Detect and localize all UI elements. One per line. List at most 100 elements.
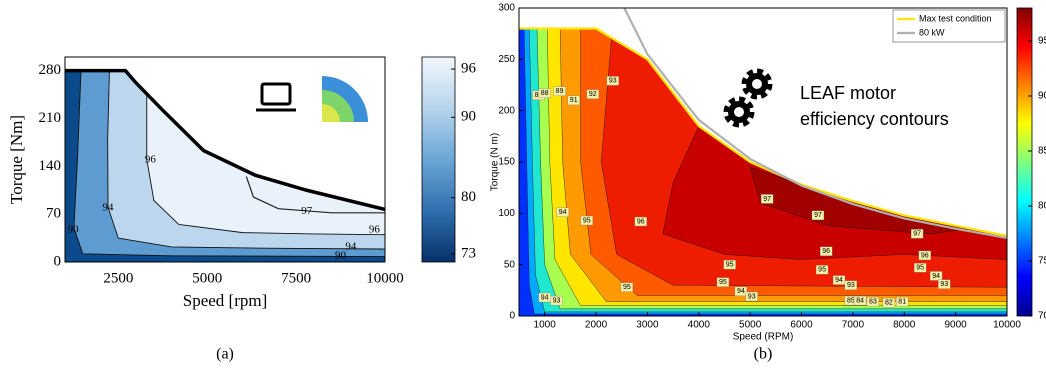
contour-label-box bbox=[918, 250, 931, 261]
contour-label: 94 bbox=[737, 288, 745, 295]
y-tick-label: 0 bbox=[509, 311, 515, 322]
contour-label-box bbox=[844, 280, 857, 290]
y-tick-label: 0 bbox=[54, 253, 62, 269]
contour-label: 95 bbox=[726, 262, 734, 269]
contour-label: 91 bbox=[570, 97, 578, 104]
colorbar-tick-label: 80 bbox=[1038, 201, 1046, 212]
colorbar bbox=[1016, 7, 1033, 317]
contour-label-box bbox=[723, 260, 736, 270]
y-tick-label: 250 bbox=[498, 54, 515, 65]
contour-band bbox=[65, 70, 385, 262]
panel-label: (a) bbox=[216, 346, 234, 363]
x-tick-label: 5000 bbox=[192, 270, 222, 286]
contour-label: 95 bbox=[916, 265, 924, 272]
motor-icon bbox=[322, 76, 368, 122]
colorbar bbox=[421, 56, 456, 263]
contour-label-box bbox=[586, 89, 599, 99]
x-tick-label: 10000 bbox=[993, 320, 1021, 331]
contour-label: 95 bbox=[818, 267, 826, 274]
contour-label-box bbox=[550, 295, 563, 306]
x-tick-label: 2500 bbox=[103, 270, 133, 286]
contour-label-box bbox=[567, 95, 580, 106]
contour-label: 93 bbox=[940, 281, 948, 288]
contour-label: 97 bbox=[814, 212, 822, 219]
gear-icon bbox=[723, 68, 773, 128]
contour-label: 93 bbox=[609, 78, 617, 85]
x-axis-label: Speed [rpm] bbox=[183, 291, 268, 310]
contour-label-box bbox=[914, 263, 927, 273]
contour-label-box bbox=[745, 291, 758, 302]
contour-label-box bbox=[910, 229, 924, 239]
contour-label: 94 bbox=[103, 202, 115, 214]
contour-label: 97 bbox=[913, 231, 921, 238]
contour-label: 96 bbox=[921, 252, 929, 259]
x-tick-label: 1000 bbox=[534, 320, 557, 331]
contour-label-box bbox=[760, 194, 774, 204]
contour-band bbox=[65, 70, 385, 262]
contour-label: 97 bbox=[763, 196, 771, 203]
y-axis-label: Torque (N m) bbox=[490, 133, 501, 191]
contour-label-box bbox=[606, 76, 619, 86]
y-tick-label: 280 bbox=[39, 62, 62, 78]
contour-label-box bbox=[634, 216, 647, 227]
contour-label: 82 bbox=[885, 299, 893, 306]
contour-label: 95 bbox=[719, 279, 727, 286]
colorbar-tick-label: 70 bbox=[1038, 311, 1046, 322]
y-tick-label: 200 bbox=[498, 105, 515, 116]
contour-label-box bbox=[815, 265, 829, 275]
legend-box bbox=[892, 9, 1006, 43]
y-tick-label: 50 bbox=[504, 259, 516, 270]
colorbar-tick-label: 73 bbox=[461, 245, 476, 261]
contour-label-box bbox=[556, 207, 569, 217]
contour-label: 94 bbox=[835, 277, 843, 284]
colorbar-tick-label: 95 bbox=[1038, 36, 1046, 47]
annotation: LEAF motor bbox=[800, 83, 896, 103]
contour-label: 81 bbox=[898, 298, 906, 305]
contour-line bbox=[245, 176, 385, 214]
y-tick-label: 300 bbox=[498, 3, 515, 14]
contour-label: 94 bbox=[559, 209, 567, 216]
colorbar-tick-label: 75 bbox=[1038, 256, 1046, 267]
y-tick-label: 70 bbox=[46, 206, 61, 222]
contour-label: 88 bbox=[541, 90, 549, 97]
contour-label-box bbox=[832, 275, 846, 285]
contour-label: 94 bbox=[345, 240, 357, 252]
contour-label: 90 bbox=[68, 223, 80, 235]
x-tick-label: 8000 bbox=[893, 320, 916, 331]
colorbar-tick-label: 96 bbox=[461, 60, 477, 76]
contour-label-box bbox=[866, 296, 880, 307]
axes-frame bbox=[64, 56, 386, 263]
laptop-icon bbox=[256, 82, 296, 112]
y-tick-label: 100 bbox=[498, 208, 515, 219]
y-tick-label: 150 bbox=[498, 157, 515, 168]
x-axis-label: Speed (RPM) bbox=[733, 332, 794, 343]
contour-label: 89 bbox=[556, 88, 564, 95]
colorbar-tick-label: 90 bbox=[1038, 91, 1046, 102]
contour-label-box bbox=[938, 279, 951, 289]
colorbar-tick-label: 85 bbox=[1038, 146, 1046, 157]
contour-label-box bbox=[580, 215, 593, 226]
contour-label-box bbox=[620, 282, 634, 292]
x-tick-label: 10000 bbox=[366, 270, 404, 286]
contour-label: 96 bbox=[369, 223, 381, 235]
y-tick-label: 210 bbox=[39, 110, 62, 126]
contour-label: 95 bbox=[583, 217, 591, 224]
x-tick-label: 2000 bbox=[585, 320, 608, 331]
x-tick-label: 3000 bbox=[636, 320, 659, 331]
contour-label: 93 bbox=[847, 282, 855, 289]
contour-label: 93 bbox=[553, 297, 561, 304]
x-tick-label: 4000 bbox=[688, 320, 711, 331]
boundary-line bbox=[623, 8, 1007, 240]
contour-label: 96 bbox=[637, 218, 645, 225]
contour-label: 85 bbox=[847, 297, 855, 304]
contour-label-box bbox=[538, 88, 551, 98]
contour-label: 94 bbox=[932, 273, 940, 280]
annotation: efficiency contours bbox=[800, 109, 949, 129]
x-tick-label: 6000 bbox=[790, 320, 813, 331]
contour-label-box bbox=[734, 286, 748, 297]
contour-label-box bbox=[553, 86, 566, 96]
legend-label: Max test condition bbox=[919, 13, 992, 23]
